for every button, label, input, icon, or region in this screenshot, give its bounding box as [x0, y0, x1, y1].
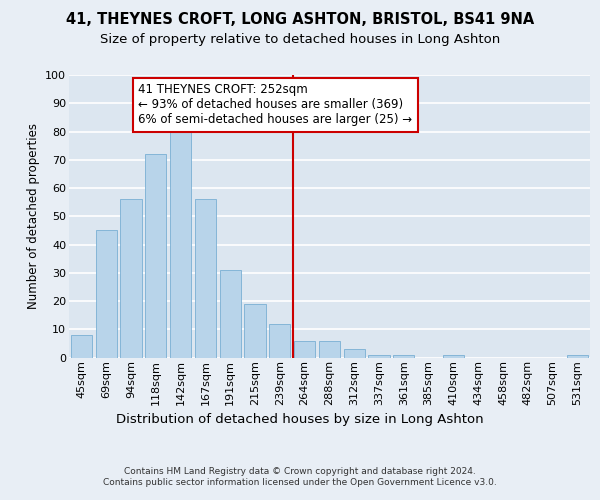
Bar — [294, 340, 315, 357]
Text: Contains HM Land Registry data © Crown copyright and database right 2024.
Contai: Contains HM Land Registry data © Crown c… — [103, 468, 497, 487]
Bar — [368, 354, 389, 358]
Bar — [567, 354, 588, 358]
Bar — [195, 200, 216, 358]
Bar — [443, 354, 464, 358]
Bar — [393, 354, 415, 358]
Bar — [95, 230, 117, 358]
Bar — [145, 154, 166, 358]
Bar — [220, 270, 241, 358]
Bar — [121, 200, 142, 358]
Bar — [170, 132, 191, 358]
Bar — [344, 349, 365, 358]
Text: 41 THEYNES CROFT: 252sqm
← 93% of detached houses are smaller (369)
6% of semi-d: 41 THEYNES CROFT: 252sqm ← 93% of detach… — [139, 84, 413, 126]
Text: Size of property relative to detached houses in Long Ashton: Size of property relative to detached ho… — [100, 32, 500, 46]
Bar — [71, 335, 92, 357]
Text: Distribution of detached houses by size in Long Ashton: Distribution of detached houses by size … — [116, 412, 484, 426]
Bar — [269, 324, 290, 358]
Text: 41, THEYNES CROFT, LONG ASHTON, BRISTOL, BS41 9NA: 41, THEYNES CROFT, LONG ASHTON, BRISTOL,… — [66, 12, 534, 28]
Bar — [244, 304, 266, 358]
Y-axis label: Number of detached properties: Number of detached properties — [26, 123, 40, 309]
Bar — [319, 340, 340, 357]
